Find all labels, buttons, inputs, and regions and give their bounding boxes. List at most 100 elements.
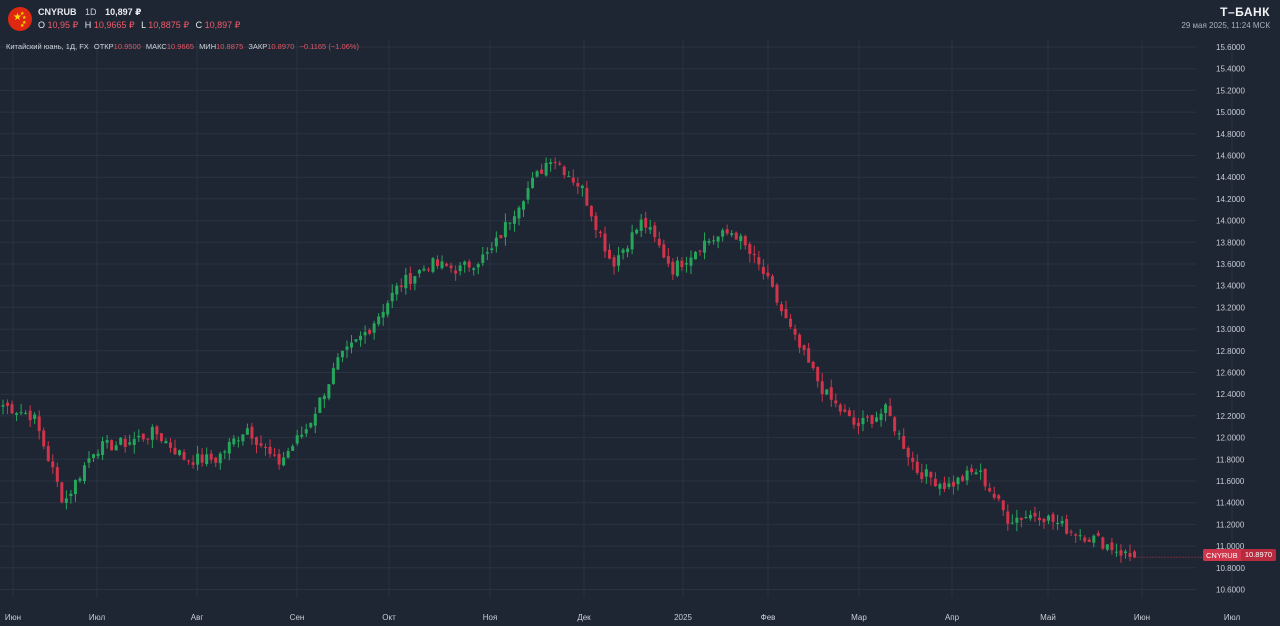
candle[interactable] <box>454 265 458 281</box>
candle[interactable] <box>856 417 860 435</box>
candle[interactable] <box>802 344 806 356</box>
candle[interactable] <box>942 476 946 493</box>
candle[interactable] <box>1083 535 1087 544</box>
candle[interactable] <box>1051 511 1055 530</box>
candle[interactable] <box>603 226 607 259</box>
candle[interactable] <box>1015 509 1019 532</box>
candle[interactable] <box>807 342 811 363</box>
candle[interactable] <box>476 262 480 275</box>
candle[interactable] <box>408 266 412 290</box>
candle[interactable] <box>879 408 883 427</box>
candle[interactable] <box>336 353 340 371</box>
candle[interactable] <box>254 436 258 454</box>
candle[interactable] <box>617 246 621 272</box>
candle[interactable] <box>105 434 109 449</box>
candle[interactable] <box>761 259 765 280</box>
candle[interactable] <box>119 436 123 446</box>
candle[interactable] <box>820 373 824 402</box>
candle[interactable] <box>531 171 535 189</box>
candle[interactable] <box>870 414 874 428</box>
candle[interactable] <box>340 350 344 363</box>
candle[interactable] <box>417 269 421 278</box>
candle[interactable] <box>264 443 268 456</box>
candle[interactable] <box>463 260 467 273</box>
candle[interactable] <box>209 449 213 464</box>
candle[interactable] <box>449 262 453 273</box>
candle[interactable] <box>630 224 634 255</box>
candle[interactable] <box>526 181 530 204</box>
candle[interactable] <box>128 434 132 446</box>
candle[interactable] <box>589 205 593 222</box>
candle[interactable] <box>703 232 707 260</box>
candle[interactable] <box>168 438 172 453</box>
candle[interactable] <box>612 254 616 275</box>
candle[interactable] <box>1087 537 1091 543</box>
candle[interactable] <box>15 412 19 422</box>
candle[interactable] <box>997 493 1001 502</box>
candle[interactable] <box>503 213 507 246</box>
candle[interactable] <box>748 241 752 263</box>
candle[interactable] <box>110 439 114 451</box>
candle[interactable] <box>282 451 286 467</box>
candle[interactable] <box>585 180 589 207</box>
candle[interactable] <box>96 449 100 459</box>
candle[interactable] <box>653 221 657 243</box>
candle[interactable] <box>915 454 919 476</box>
candle[interactable] <box>956 476 960 491</box>
candle[interactable] <box>861 410 865 432</box>
candle[interactable] <box>137 429 141 443</box>
candle[interactable] <box>37 410 41 440</box>
candle[interactable] <box>345 340 349 358</box>
candle[interactable] <box>350 334 354 354</box>
candle[interactable] <box>313 407 317 434</box>
candle[interactable] <box>571 169 575 186</box>
candle[interactable] <box>607 243 611 260</box>
candle[interactable] <box>657 231 661 248</box>
candle[interactable] <box>517 205 521 226</box>
candle[interactable] <box>141 433 145 442</box>
candle[interactable] <box>698 250 702 256</box>
candle[interactable] <box>775 282 779 306</box>
candle[interactable] <box>594 212 598 238</box>
candle[interactable] <box>33 412 37 425</box>
candle[interactable] <box>73 479 77 502</box>
candle[interactable] <box>576 177 580 195</box>
candle[interactable] <box>666 248 670 268</box>
candle[interactable] <box>1056 514 1060 531</box>
timeframe-label[interactable]: 1D <box>85 7 97 17</box>
legend-instrument[interactable]: Китайский юань, 1Д, FX <box>6 42 89 51</box>
candle[interactable] <box>273 447 277 458</box>
candle[interactable] <box>1110 537 1114 555</box>
candle[interactable] <box>843 404 847 413</box>
candle-last[interactable] <box>1133 549 1137 559</box>
candle[interactable] <box>544 157 548 177</box>
candle[interactable] <box>1037 511 1041 526</box>
candle[interactable] <box>961 474 965 483</box>
candle[interactable] <box>286 447 290 459</box>
candle[interactable] <box>988 482 992 493</box>
candle[interactable] <box>924 464 928 484</box>
candle[interactable] <box>671 258 675 280</box>
candle[interactable] <box>422 265 426 272</box>
candle[interactable] <box>730 230 734 238</box>
candle[interactable] <box>757 251 761 271</box>
candle[interactable] <box>947 476 951 490</box>
candle[interactable] <box>648 219 652 234</box>
candle[interactable] <box>580 184 584 197</box>
candle[interactable] <box>992 486 996 500</box>
candle[interactable] <box>553 157 557 170</box>
candle[interactable] <box>825 388 829 396</box>
candle[interactable] <box>834 393 838 408</box>
candle[interactable] <box>42 427 46 450</box>
candle[interactable] <box>182 449 186 461</box>
candle[interactable] <box>227 438 231 461</box>
candle[interactable] <box>888 398 892 417</box>
candle[interactable] <box>1078 529 1082 541</box>
candle[interactable] <box>1114 543 1118 557</box>
candle[interactable] <box>847 407 851 417</box>
candle[interactable] <box>770 274 774 288</box>
candle[interactable] <box>150 424 154 449</box>
candle[interactable] <box>24 410 28 415</box>
candle[interactable] <box>897 430 901 440</box>
candle[interactable] <box>377 313 381 327</box>
